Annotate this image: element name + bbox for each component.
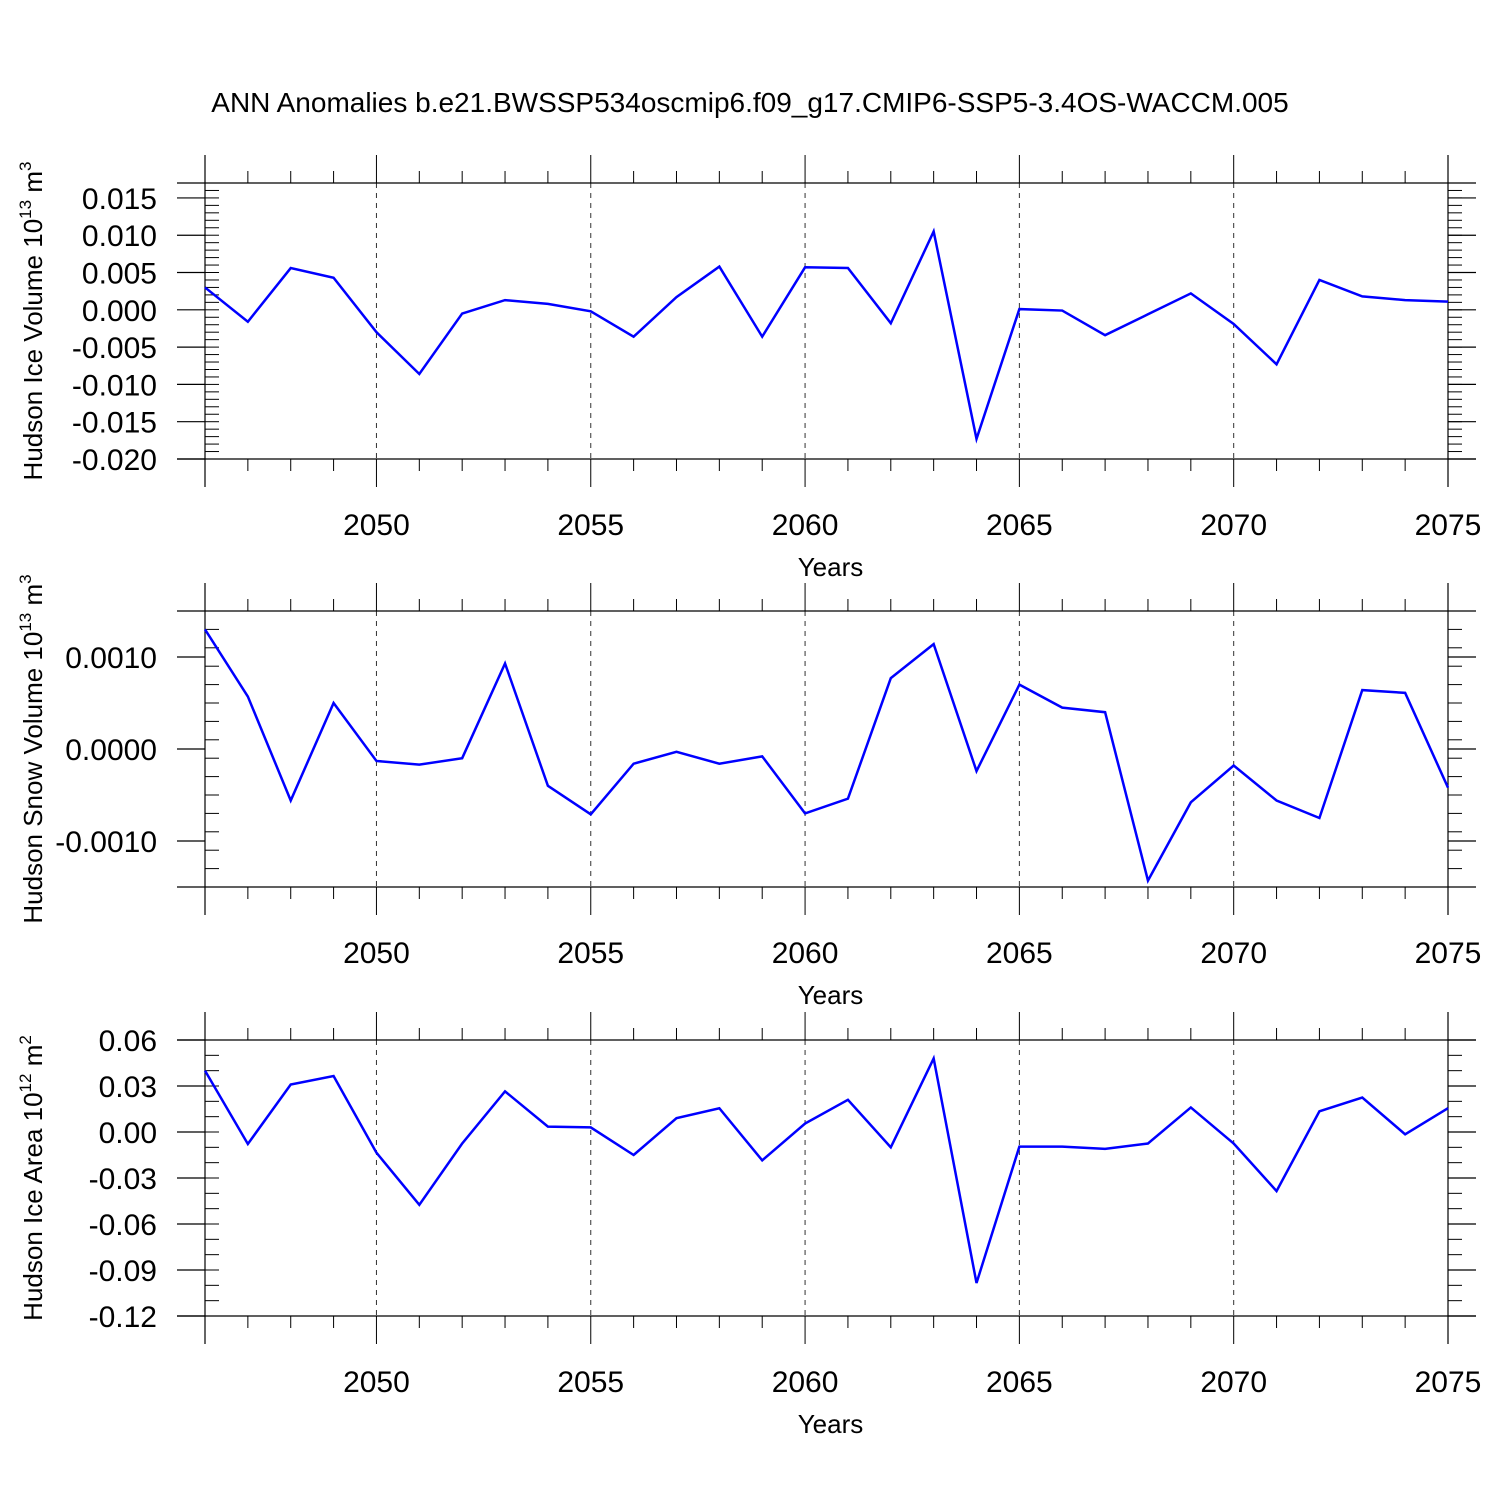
x-tick-label: 2075 — [1415, 509, 1482, 542]
y-axis-label: Hudson Ice Area 1012 m2 — [16, 1035, 48, 1321]
x-tick-label: 2055 — [557, 937, 624, 970]
x-tick-label: 2065 — [986, 937, 1053, 970]
x-tick-label: 2050 — [343, 509, 410, 542]
series-line-hudson-ice-volume — [205, 231, 1448, 438]
y-tick-label: 0.0000 — [65, 734, 157, 767]
chart-title: ANN Anomalies b.e21.BWSSP534oscmip6.f09_… — [211, 87, 1288, 118]
y-tick-label: 0.015 — [82, 183, 157, 216]
x-tick-label: 2060 — [772, 1366, 839, 1399]
x-axis-label: Years — [798, 552, 864, 582]
x-tick-label: 2050 — [343, 1366, 410, 1399]
x-tick-label: 2070 — [1200, 509, 1267, 542]
x-tick-label: 2060 — [772, 937, 839, 970]
x-tick-label: 2065 — [986, 509, 1053, 542]
y-tick-label: 0.06 — [99, 1025, 157, 1058]
series-line-hudson-snow-volume — [205, 629, 1448, 880]
x-tick-label: 2075 — [1415, 937, 1482, 970]
y-tick-label: -0.005 — [72, 332, 157, 365]
panel-hudson-ice-area: -0.12 -0.09 -0.06 -0.03 0.00 0.03 0.06 2050 2055… — [16, 1012, 1481, 1439]
y-tick-label: 0.005 — [82, 258, 157, 291]
y-axis-label: Hudson Ice Volume 1013 m3 — [16, 162, 48, 481]
y-tick-label: 0.010 — [82, 220, 157, 253]
x-tick-label: 2060 — [772, 509, 839, 542]
x-tick-label: 2065 — [986, 1366, 1053, 1399]
y-tick-label: -0.020 — [72, 444, 157, 477]
x-tick-label: 2070 — [1200, 937, 1267, 970]
y-tick-label: 0.000 — [82, 295, 157, 328]
x-tick-label: 2055 — [557, 1366, 624, 1399]
y-tick-label: -0.010 — [72, 369, 157, 402]
x-axis-label: Years — [798, 980, 864, 1010]
y-tick-label: 0.03 — [99, 1071, 157, 1104]
x-tick-label: 2075 — [1415, 1366, 1482, 1399]
y-tick-label: -0.03 — [89, 1163, 157, 1196]
series-line-hudson-ice-area — [205, 1058, 1448, 1283]
x-tick-label: 2055 — [557, 509, 624, 542]
panel-hudson-snow-volume: -0.0010 0.0000 0.0010 2050 2055 2060 2065 2070 2… — [16, 574, 1481, 1010]
panel-hudson-ice-volume: -0.020 -0.015 -0.010 -0.005 0.000 0.005 0.010 0… — [16, 155, 1481, 582]
y-tick-label: -0.12 — [89, 1301, 157, 1334]
y-tick-label: -0.0010 — [55, 826, 157, 859]
x-tick-label: 2050 — [343, 937, 410, 970]
y-axis-label: Hudson Snow Volume 1013 m3 — [16, 574, 48, 923]
x-tick-label: 2070 — [1200, 1366, 1267, 1399]
x-axis-label: Years — [798, 1409, 864, 1439]
y-tick-label: -0.06 — [89, 1209, 157, 1242]
y-tick-label: -0.09 — [89, 1255, 157, 1288]
y-tick-label: -0.015 — [72, 407, 157, 440]
y-tick-label: 0.00 — [99, 1117, 157, 1150]
y-tick-label: 0.0010 — [65, 642, 157, 675]
